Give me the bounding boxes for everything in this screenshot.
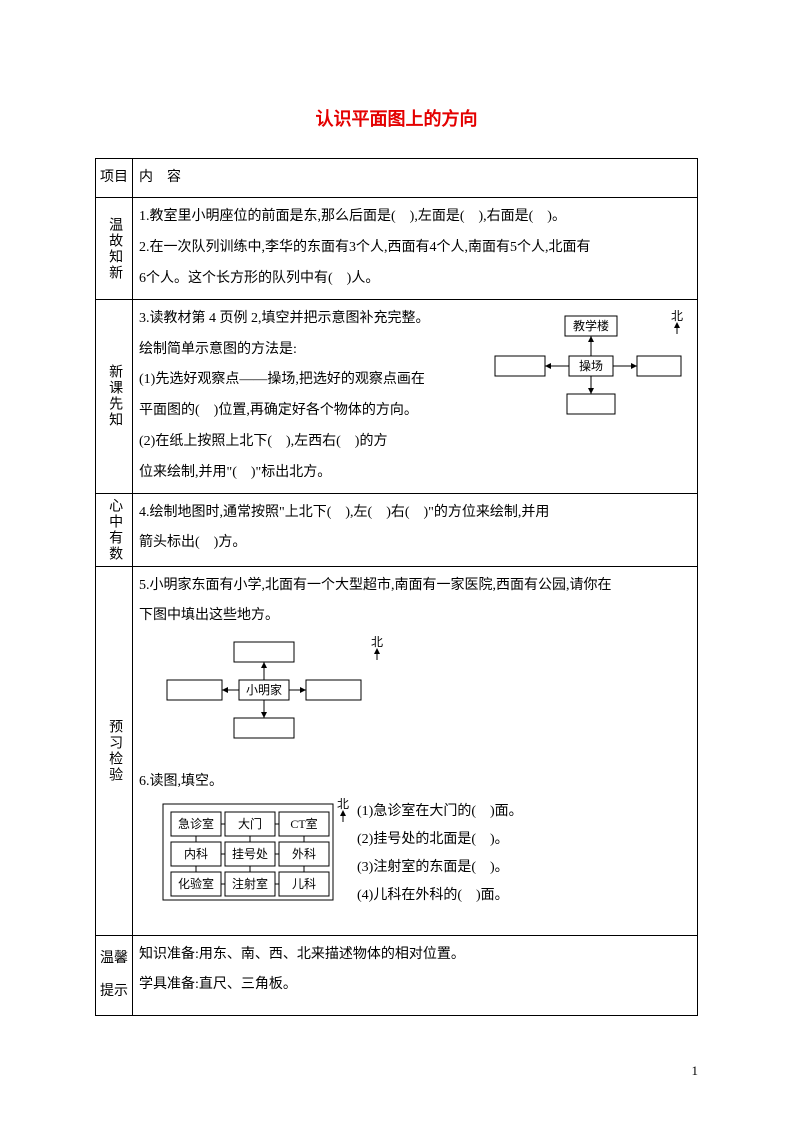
yuxi-l2: 下图中填出这些地方。 xyxy=(139,601,691,632)
svg-text:儿科: 儿科 xyxy=(292,877,316,891)
page-title: 认识平面图上的方向 xyxy=(95,100,698,140)
content-xinke: 北 教学楼 操场 xyxy=(133,299,698,493)
svg-text:外科: 外科 xyxy=(292,847,316,861)
diagram-caochang-svg: 北 教学楼 操场 xyxy=(487,308,687,418)
row-wenxin: 温馨 提示 知识准备:用东、南、西、北来描述物体的相对位置。 学具准备:直尺、三… xyxy=(96,935,698,1015)
content-yuxi: 5.小明家东面有小学,北面有一个大型超市,南面有一家医院,西面有公园,请你在 下… xyxy=(133,566,698,935)
wengu-q2a: 2.在一次队列训练中,李华的东面有3个人,西面有4个人,南面有5个人,北面有 xyxy=(139,233,691,264)
north-label: 北 xyxy=(671,309,683,323)
xinke-l4: (2)在纸上按照上北下( ),左西右( )的方 xyxy=(139,427,691,458)
label-xinke: 新课先知 xyxy=(96,299,133,493)
svg-text:注射室: 注射室 xyxy=(232,876,268,891)
yuxi-l1: 5.小明家东面有小学,北面有一个大型超市,南面有一家医院,西面有公园,请你在 xyxy=(139,571,691,602)
svg-text:教学楼: 教学楼 xyxy=(573,318,609,333)
content-wengu: 1.教室里小明座位的前面是东,那么后面是( ),左面是( ),右面是( )。 2… xyxy=(133,198,698,299)
yuxi-q6-block: 北 急诊室 大门 CT室内科 挂号处 外科化验室 注射室 儿科 (1)急诊室在大门的( )面… xyxy=(159,798,691,921)
svg-text:大门: 大门 xyxy=(238,816,262,831)
wengu-q1: 1.教室里小明座位的前面是东,那么后面是( ),左面是( ),右面是( )。 xyxy=(139,202,691,233)
q6-3: (3)注射室的东面是( )。 xyxy=(357,854,523,882)
yuxi-diagram5: 北 小明家 xyxy=(159,636,691,759)
svg-text:北: 北 xyxy=(337,798,349,811)
svg-text:北: 北 xyxy=(371,636,383,649)
table-header-row: 项目 内 容 xyxy=(96,158,698,198)
q6-1: (1)急诊室在大门的( )面。 xyxy=(357,798,523,826)
row-xinke: 新课先知 北 教学楼 操场 xyxy=(96,299,698,493)
page-number: 1 xyxy=(692,1057,699,1086)
diagram-xiaoming-svg: 北 小明家 xyxy=(159,636,419,746)
content-xinzhong: 4.绘制地图时,通常按照"上北下( ),左( )右( )"的方位来绘制,并用 箭… xyxy=(133,493,698,566)
q6-2: (2)挂号处的北面是( )。 xyxy=(357,826,523,854)
xinzhong-l2: 箭头标出( )方。 xyxy=(139,528,691,559)
yuxi-l3: 6.读图,填空。 xyxy=(139,767,691,798)
svg-text:急诊室: 急诊室 xyxy=(178,816,214,831)
wenxin-l2: 学具准备:直尺、三角板。 xyxy=(139,970,691,1001)
svg-text:小明家: 小明家 xyxy=(246,682,282,697)
label-wenxin: 温馨 提示 xyxy=(96,935,133,1015)
main-table: 项目 内 容 温故知新 1.教室里小明座位的前面是东,那么后面是( ),左面是(… xyxy=(95,158,698,1016)
content-wenxin: 知识准备:用东、南、西、北来描述物体的相对位置。 学具准备:直尺、三角板。 xyxy=(133,935,698,1015)
header-col1: 项目 xyxy=(96,158,133,198)
svg-text:内科: 内科 xyxy=(184,847,208,861)
wengu-q2b: 6个人。这个长方形的队列中有( )人。 xyxy=(139,264,691,295)
label-yuxi: 预习检验 xyxy=(96,566,133,935)
wenxin-l1: 知识准备:用东、南、西、北来描述物体的相对位置。 xyxy=(139,940,691,971)
svg-text:挂号处: 挂号处 xyxy=(232,847,268,861)
yuxi-diagram6: 北 急诊室 大门 CT室内科 挂号处 外科化验室 注射室 儿科 xyxy=(159,798,349,921)
row-xinzhong: 心中有数 4.绘制地图时,通常按照"上北下( ),左( )右( )"的方位来绘制… xyxy=(96,493,698,566)
label-xinzhong: 心中有数 xyxy=(96,493,133,566)
svg-text:操场: 操场 xyxy=(579,358,603,373)
q6-4: (4)儿科在外科的( )面。 xyxy=(357,882,523,910)
yuxi-q6-list: (1)急诊室在大门的( )面。 (2)挂号处的北面是( )。 (3)注射室的东面… xyxy=(357,798,523,910)
label-wengu: 温故知新 xyxy=(96,198,133,299)
xinke-l5: 位来绘制,并用"( )"标出北方。 xyxy=(139,458,691,489)
svg-text:CT室: CT室 xyxy=(290,816,317,831)
xinke-diagram: 北 教学楼 操场 xyxy=(487,308,687,431)
svg-text:化验室: 化验室 xyxy=(178,876,214,891)
header-col2: 内 容 xyxy=(133,158,698,198)
row-yuxi: 预习检验 5.小明家东面有小学,北面有一个大型超市,南面有一家医院,西面有公园,… xyxy=(96,566,698,935)
xinzhong-l1: 4.绘制地图时,通常按照"上北下( ),左( )右( )"的方位来绘制,并用 xyxy=(139,498,691,529)
row-wengu: 温故知新 1.教室里小明座位的前面是东,那么后面是( ),左面是( ),右面是(… xyxy=(96,198,698,299)
